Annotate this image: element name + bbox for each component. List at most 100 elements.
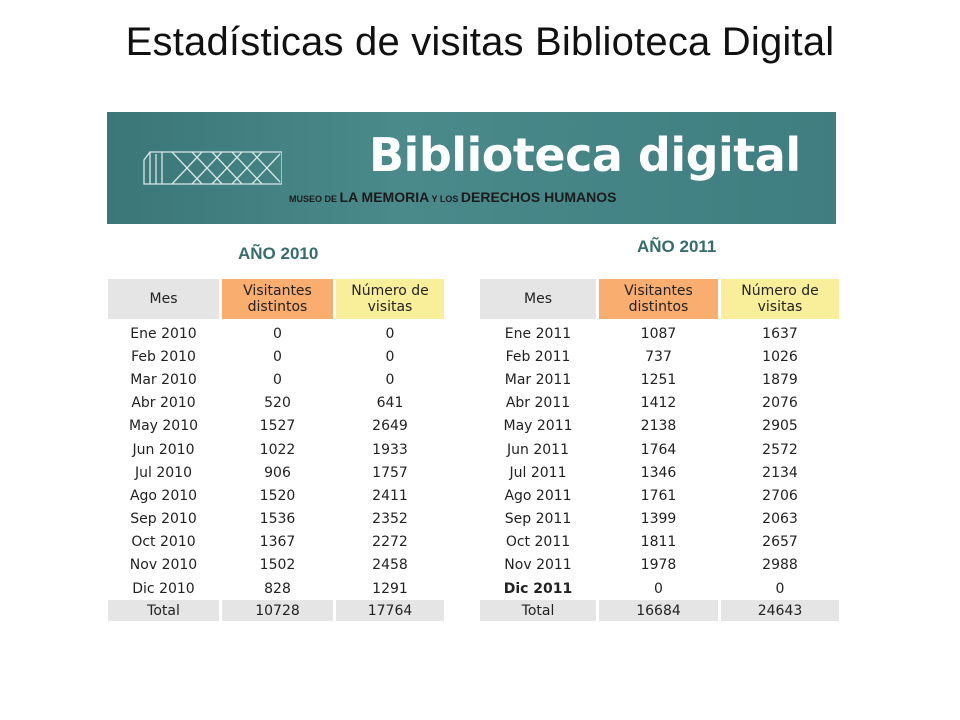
table-header-row: Mes Visitantes distintos Número de visit…	[108, 279, 444, 319]
visitors-cell: 1978	[640, 557, 677, 574]
visitors-cell: 1367	[259, 534, 296, 551]
month-cell: May 2010	[128, 418, 199, 435]
table-row: Ago 2010 1520 2411	[108, 484, 444, 507]
visitors-cell: 0	[273, 348, 282, 365]
banner-background	[107, 112, 836, 224]
visits-cell: 0	[385, 371, 395, 388]
visitors-cell: 1087	[640, 325, 677, 342]
year-heading-2010: AÑO 2010	[238, 244, 319, 263]
visitors-cell: 0	[273, 325, 282, 342]
month-cell: Mar 2010	[130, 371, 197, 388]
month-cell: Oct 2011	[505, 534, 571, 551]
total-label: Total	[480, 600, 596, 622]
table-row: Nov 2011 1978 2988	[480, 554, 839, 577]
table-row: Jul 2010 906 1757	[108, 461, 444, 484]
total-visits: 17764	[336, 600, 444, 622]
month-cell: Sep 2010	[130, 511, 197, 528]
total-label: Total	[108, 600, 219, 622]
table-row: Sep 2010 1536 2352	[108, 508, 444, 531]
banner-subtitle-part: DERECHOS HUMANOS	[460, 189, 617, 205]
visitors-cell: 1251	[640, 371, 677, 388]
visits-cell: 2905	[762, 418, 798, 435]
visits-cell: 2411	[372, 487, 408, 504]
table-row: Ene 2011 1087 1637	[480, 322, 839, 345]
banner-title: Biblioteca digital	[369, 128, 801, 182]
month-cell: Dic 2011	[503, 580, 573, 597]
column-header-visitors: Visitantes distintos	[599, 279, 718, 319]
total-visitors: 16684	[599, 600, 718, 622]
visitors-cell: 1346	[640, 464, 677, 481]
visitors-cell: 1811	[640, 534, 677, 551]
column-header-visits: Número de visitas	[721, 279, 839, 319]
visitors-cell: 0	[273, 371, 282, 388]
visits-cell: 2572	[762, 441, 798, 458]
month-cell: Jun 2011	[507, 441, 569, 458]
month-cell: Jun 2010	[132, 441, 195, 458]
column-header-month: Mes	[108, 279, 219, 319]
table-row: Dic 2010 828 1291	[108, 577, 444, 600]
visitors-cell: 828	[264, 580, 291, 597]
total-visits: 24643	[721, 600, 839, 622]
table-row: Jun 2011 1764 2572	[480, 438, 839, 461]
visits-cell: 0	[775, 580, 785, 597]
visitors-cell: 1502	[259, 557, 296, 574]
month-cell: May 2011	[503, 418, 573, 435]
month-cell: Dic 2010	[132, 580, 195, 597]
table-row: Nov 2010 1502 2458	[108, 554, 444, 577]
visitors-cell: 737	[645, 348, 672, 365]
visits-cell: 1026	[762, 348, 798, 365]
visits-cell: 0	[385, 348, 395, 365]
visits-cell: 1757	[372, 464, 408, 481]
table-row: Mar 2010 0 0	[108, 368, 444, 391]
banner-subtitle-part: LA MEMORIA	[339, 189, 430, 205]
table-row: Abr 2011 1412 2076	[480, 392, 839, 415]
month-cell: Abr 2010	[131, 395, 196, 412]
biblioteca-digital-banner: Biblioteca digital MUSEO DE LA MEMORIA Y…	[107, 112, 836, 224]
visits-cell: 1291	[372, 580, 408, 597]
table-row: Jul 2011 1346 2134	[480, 461, 839, 484]
column-header-month: Mes	[480, 279, 596, 319]
visitors-cell: 906	[264, 464, 291, 481]
visits-cell: 2134	[762, 464, 798, 481]
banner-subtitle-part: Y LOS	[429, 194, 461, 204]
month-cell: Nov 2011	[504, 557, 572, 574]
visitors-cell: 1536	[259, 511, 296, 528]
visits-cell: 2352	[372, 511, 408, 528]
table-row: Abr 2010 520 641	[108, 392, 444, 415]
total-visitors: 10728	[222, 600, 333, 622]
table-row: Feb 2010 0 0	[108, 345, 444, 368]
visitors-cell: 1412	[640, 395, 677, 412]
column-header-visitors: Visitantes distintos	[222, 279, 333, 319]
stats-table-2010: Mes Visitantes distintos Número de visit…	[105, 279, 447, 622]
visitors-cell: 1527	[259, 418, 296, 435]
visits-cell: 2649	[372, 418, 408, 435]
table-row: Sep 2011 1399 2063	[480, 508, 839, 531]
table-row: May 2010 1527 2649	[108, 415, 444, 438]
visits-cell: 2063	[762, 511, 798, 528]
visitors-cell: 1764	[640, 441, 677, 458]
visitors-cell: 1520	[259, 487, 296, 504]
year-heading-2011: AÑO 2011	[637, 237, 717, 256]
visits-cell: 2076	[762, 395, 798, 412]
visits-cell: 1933	[372, 441, 408, 458]
banner-subtitle: MUSEO DE LA MEMORIA Y LOS DERECHOS HUMAN…	[289, 189, 616, 207]
table-row: Ago 2011 1761 2706	[480, 484, 839, 507]
table-row: Jun 2010 1022 1933	[108, 438, 444, 461]
visitors-cell: 0	[654, 580, 663, 597]
visitors-cell: 2138	[640, 418, 677, 435]
stats-table-2011: Mes Visitantes distintos Número de visit…	[477, 279, 842, 622]
month-cell: Sep 2011	[504, 511, 572, 528]
visitors-cell: 1761	[640, 487, 677, 504]
visits-cell: 1637	[762, 325, 798, 342]
visits-cell: 2988	[762, 557, 798, 574]
visits-cell: 641	[376, 395, 404, 412]
month-cell: Ene 2010	[130, 325, 197, 342]
visitors-cell: 520	[264, 395, 291, 412]
month-cell: Ago 2010	[129, 487, 198, 504]
month-cell: Feb 2010	[131, 348, 196, 365]
visitors-cell: 1399	[640, 511, 677, 528]
total-row: Total 10728 17764	[108, 600, 444, 622]
month-cell: Oct 2010	[131, 534, 196, 551]
visits-cell: 2706	[762, 487, 798, 504]
banner-subtitle-part: MUSEO DE	[289, 194, 340, 204]
